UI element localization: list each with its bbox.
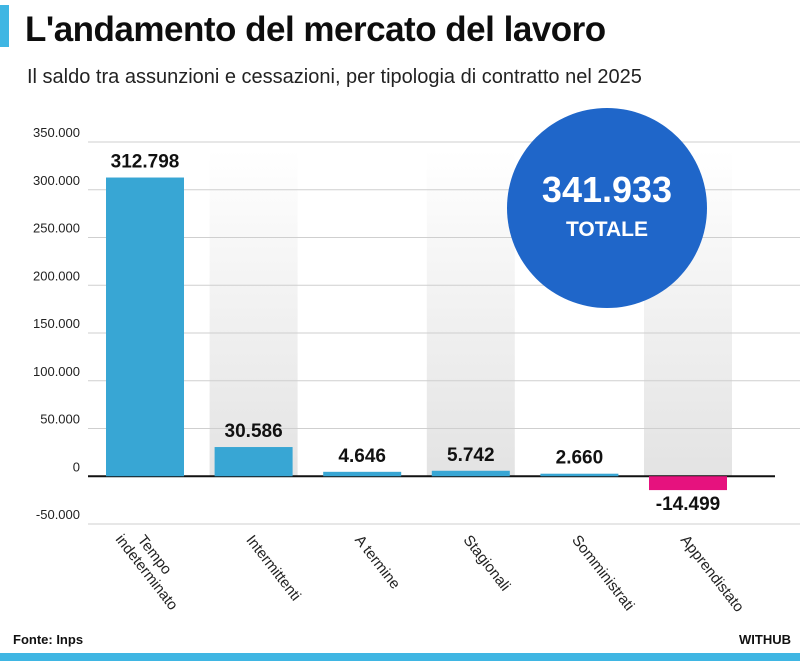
total-badge: 341.933 TOTALE	[507, 108, 707, 308]
y-tick-label: 350.000	[33, 125, 80, 140]
total-value: 341.933	[542, 169, 672, 210]
y-tick-label: 50.000	[40, 412, 80, 427]
category-band	[209, 150, 298, 477]
bar	[323, 471, 402, 477]
data-label: 2.660	[556, 448, 604, 469]
chart-title: L'andamento del mercato del lavoro	[25, 10, 606, 49]
x-tick-label: Tempoindeterminato	[112, 521, 195, 614]
bar	[431, 470, 510, 477]
value-labels: 312.798 30.586 4.646 5.742 2.660 -14.499	[111, 152, 721, 516]
bar	[649, 476, 727, 491]
source-note: Fonte: Inps	[13, 632, 84, 647]
chart-subtitle: Il saldo tra assunzioni e cessazioni, pe…	[27, 66, 642, 88]
bar	[540, 473, 619, 477]
bars	[106, 177, 727, 491]
bottom-accent-bar	[0, 653, 800, 661]
y-tick-label: 250.000	[33, 221, 80, 236]
total-circle	[507, 108, 707, 308]
bar	[106, 177, 184, 477]
bar	[214, 447, 293, 477]
x-tick-label: Apprendistato	[677, 532, 747, 615]
title-accent-bar	[0, 5, 9, 47]
data-label: 312.798	[111, 152, 180, 173]
category-band	[426, 150, 515, 477]
data-label: -14.499	[656, 494, 720, 515]
x-tick-label: A termine	[351, 532, 403, 592]
data-label: 4.646	[338, 446, 386, 467]
data-label: 30.586	[225, 421, 283, 442]
x-axis-labels: Tempoindeterminato Intermittenti A termine…	[112, 521, 747, 615]
y-tick-label: 100.000	[33, 364, 80, 379]
y-tick-label: 300.000	[33, 173, 80, 188]
x-tick-label: Somministrati	[568, 532, 637, 614]
brand-logo: WITHUB	[739, 632, 791, 647]
total-label: TOTALE	[566, 218, 648, 241]
y-tick-label: 0	[73, 459, 80, 474]
x-tick-label: Intermittenti	[242, 532, 304, 604]
y-tick-label: 150.000	[33, 316, 80, 331]
y-tick-label: 200.000	[33, 268, 80, 283]
x-tick-label: Stagionali	[460, 532, 514, 594]
data-label: 5.742	[447, 445, 495, 466]
y-tick-label: -50.000	[36, 507, 80, 522]
y-axis-ticks: 350.000 300.000 250.000 200.000 150.000 100.0…	[33, 125, 80, 522]
